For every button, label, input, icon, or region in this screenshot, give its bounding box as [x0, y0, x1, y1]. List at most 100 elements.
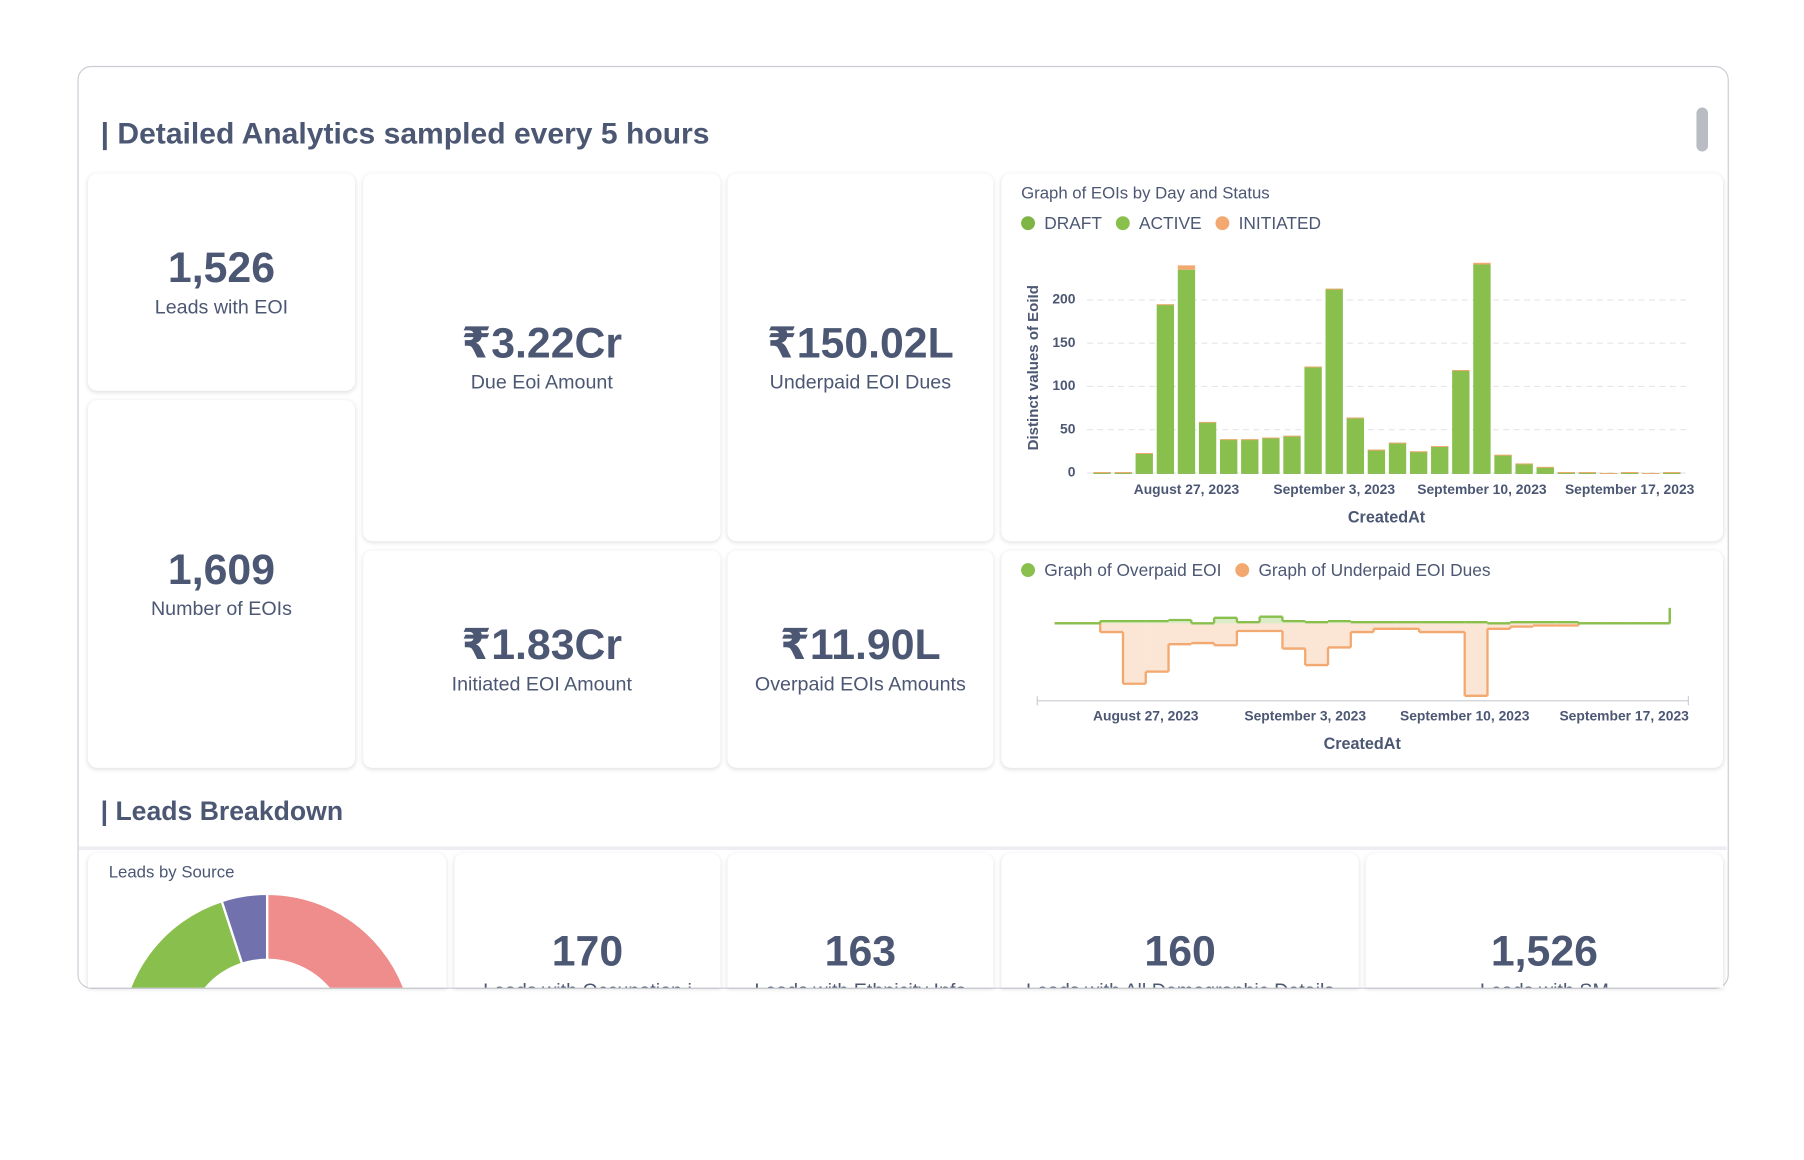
bar [1515, 472, 1533, 474]
bar [1494, 454, 1512, 473]
bar [1262, 437, 1280, 473]
step-area [1122, 623, 1146, 684]
bar [1515, 463, 1533, 473]
step-area [1282, 623, 1306, 649]
bar [1431, 446, 1449, 448]
kpi-label: Leads with EOI [154, 295, 289, 318]
pie-slice [129, 899, 244, 988]
kpi-value: ₹3.22Cr [461, 318, 623, 367]
bar [1241, 439, 1259, 473]
bar [1599, 472, 1618, 474]
bar [1198, 421, 1217, 423]
y-axis-label: Distinct values of EoiId [1025, 285, 1042, 450]
step-area [1100, 623, 1123, 633]
kpi-card[interactable]: 1,526 Leads with EOI [87, 173, 356, 391]
bar [1114, 472, 1132, 474]
chart-card[interactable] [1001, 550, 1724, 768]
bar [1536, 466, 1554, 473]
kpi-card[interactable]: 160 Leads with All Demographic Details [1001, 853, 1359, 988]
bar [1135, 472, 1153, 474]
step-area [1191, 623, 1215, 644]
divider [78, 846, 1727, 850]
bar [1346, 417, 1364, 419]
bar [1304, 366, 1322, 368]
bar [1220, 439, 1238, 441]
bar [1494, 454, 1512, 456]
step-area [1441, 623, 1465, 633]
bar [1642, 472, 1660, 474]
step-area [1259, 616, 1283, 624]
step-area [1168, 623, 1192, 645]
bar [1156, 304, 1175, 473]
bar [1473, 262, 1491, 265]
bar [1304, 472, 1322, 474]
scrollbar[interactable] [1696, 107, 1709, 152]
kpi-card[interactable]: ₹11.90L Overpaid EOIs Amounts [727, 550, 994, 768]
bar [1241, 472, 1259, 474]
kpi-value: ₹1.83Cr [461, 620, 623, 668]
bar [1262, 472, 1280, 474]
bar [1452, 370, 1470, 473]
bar [1367, 449, 1386, 451]
y-tick-label: 200 [1052, 291, 1075, 307]
bar [1536, 472, 1554, 474]
x-axis-label: CreatedAt [1348, 508, 1426, 526]
step-area [1464, 623, 1488, 696]
bar [1346, 472, 1364, 474]
section-title: | Detailed Analytics sampled every 5 hou… [100, 115, 710, 151]
kpi-card[interactable]: 163 Leads with Ethnicity Info [727, 853, 994, 988]
step-area [1373, 623, 1397, 629]
bar [1325, 288, 1343, 473]
bar [1198, 421, 1217, 473]
bar [1135, 453, 1153, 454]
x-tick-label: September 17, 2023 [1565, 481, 1695, 497]
chart-card[interactable] [1001, 173, 1724, 542]
y-tick-label: 50 [1060, 420, 1076, 436]
legend-label: DRAFT [1044, 213, 1102, 233]
legend-dot [1021, 216, 1035, 231]
step-area [1305, 623, 1329, 666]
bar [1388, 442, 1407, 444]
x-tick-label: August 27, 2023 [1093, 708, 1199, 724]
kpi-card[interactable]: ₹150.02L Underpaid EOI Dues [727, 173, 994, 542]
legend-dot [1235, 563, 1250, 578]
bar [1388, 472, 1407, 474]
kpi-value: 160 [1144, 927, 1216, 975]
bar [1557, 472, 1576, 474]
bar [1093, 472, 1111, 474]
kpi-label: Due Eoi Amount [470, 370, 613, 393]
bar [1452, 472, 1470, 474]
kpi-label: Underpaid EOI Dues [769, 370, 952, 393]
bar [1663, 472, 1681, 474]
bar [1494, 472, 1512, 474]
kpi-card[interactable]: ₹3.22Cr Due Eoi Amount [363, 173, 721, 542]
bar [1557, 472, 1576, 474]
bar [1262, 437, 1280, 439]
kpi-label: Overpaid EOIs Amounts [754, 672, 966, 695]
section-title: | Leads Breakdown [100, 795, 344, 826]
step-area [1510, 623, 1534, 627]
kpi-card[interactable]: 170 Leads with Occupation i [454, 853, 721, 988]
step-area [1396, 623, 1420, 629]
step-area [1236, 623, 1260, 631]
bar [1114, 472, 1132, 474]
x-axis-label: CreatedAt [1324, 735, 1402, 753]
kpi-label: Leads with Ethnicity Info [754, 979, 966, 987]
x-tick-label: September 10, 2023 [1400, 708, 1530, 724]
bar [1620, 472, 1639, 474]
bar [1473, 472, 1491, 474]
bar [1304, 366, 1322, 473]
kpi-value: 170 [551, 927, 624, 975]
kpi-value: 1,526 [1490, 927, 1598, 975]
kpi-card[interactable]: 1,609 Number of EOIs [87, 400, 356, 768]
kpi-card[interactable]: 1,526 Leads with SM [1365, 853, 1724, 988]
legend-label: Graph of Overpaid EOI [1044, 560, 1221, 580]
bar [1452, 370, 1470, 371]
kpi-card[interactable]: ₹1.83Cr Initiated EOI Amount [363, 550, 721, 768]
x-tick-label: September 10, 2023 [1417, 481, 1547, 497]
bar [1536, 466, 1554, 468]
step-area [1419, 623, 1442, 633]
bar [1177, 269, 1196, 473]
bar [1135, 453, 1153, 473]
bar [1578, 472, 1597, 474]
